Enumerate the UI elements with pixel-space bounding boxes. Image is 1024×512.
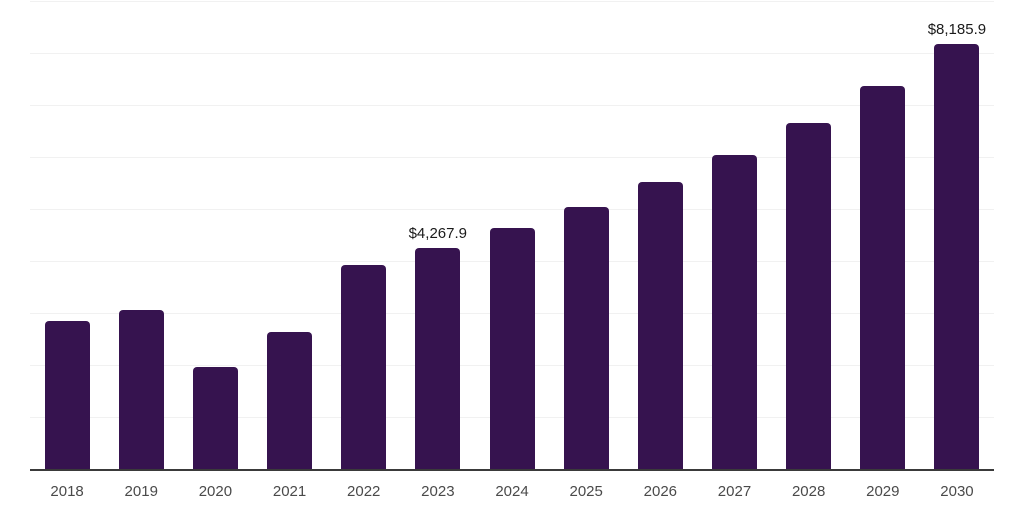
bar-2023[interactable] <box>415 248 461 470</box>
x-tick-2023: 2023 <box>421 483 455 500</box>
bar-2021[interactable] <box>267 332 312 470</box>
gridline <box>30 53 994 54</box>
x-axis-labels: 2018 2019 2020 2021 2022 2023 2024 2025 2026 2027… <box>30 483 994 501</box>
x-tick-2020: 2020 <box>198 483 233 500</box>
gridline <box>30 209 994 210</box>
data-label-2023: $4,267.9 <box>408 225 467 243</box>
bars-container <box>30 2 994 470</box>
x-tick-2029: 2029 <box>866 483 900 500</box>
x-tick-2019: 2019 <box>124 483 158 500</box>
x-tick-2018: 2018 <box>50 483 84 500</box>
x-tick-2028: 2028 <box>791 483 826 500</box>
x-tick-2026: 2026 <box>643 483 678 500</box>
bar-2030[interactable] <box>934 44 980 470</box>
x-tick-2024: 2024 <box>495 483 529 500</box>
bar-2022[interactable] <box>341 265 387 470</box>
bar-2027[interactable] <box>712 155 757 470</box>
x-tick-2025: 2025 <box>569 483 603 500</box>
x-axis-line <box>30 469 994 471</box>
bar-2026[interactable] <box>637 182 683 470</box>
bar-2024[interactable] <box>489 227 535 470</box>
bar-2020[interactable] <box>192 366 238 470</box>
bar-2018[interactable] <box>44 320 90 470</box>
bar-2025[interactable] <box>563 206 609 470</box>
data-label-2030: $8,185.9 <box>927 21 987 39</box>
bar-2019[interactable] <box>118 309 164 470</box>
gridline <box>30 1 994 2</box>
plot-area: $4,267.9 $8,185.9 <box>30 1 994 471</box>
x-tick-2030: 2030 <box>940 483 974 500</box>
x-tick-2021: 2021 <box>272 483 307 500</box>
x-tick-2022: 2022 <box>347 483 381 500</box>
bar-2029[interactable] <box>860 85 906 470</box>
x-tick-2027: 2027 <box>717 483 752 500</box>
bar-2028[interactable] <box>786 122 832 470</box>
gridline <box>30 105 994 106</box>
gridline <box>30 157 994 158</box>
